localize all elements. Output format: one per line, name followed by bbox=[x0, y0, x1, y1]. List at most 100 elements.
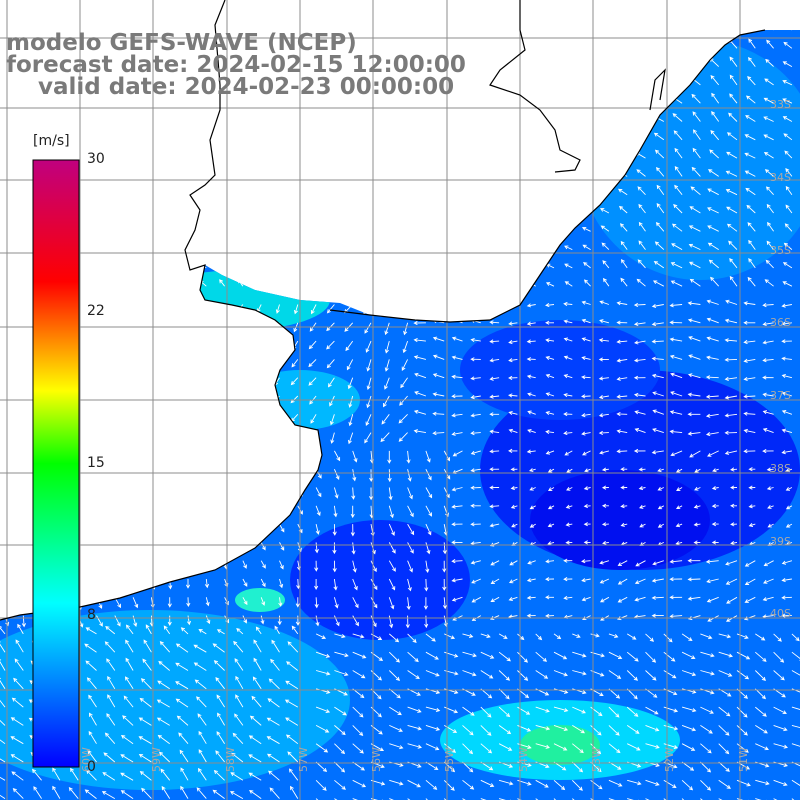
wind-arrow bbox=[432, 301, 445, 306]
wind-arrow bbox=[216, 172, 225, 177]
wind-arrow bbox=[399, 184, 408, 195]
wind-arrow bbox=[508, 410, 518, 416]
wind-arrow bbox=[103, 170, 115, 177]
wind-arrow bbox=[545, 450, 555, 455]
wind-arrow bbox=[724, 395, 738, 400]
wind-arrow bbox=[785, 185, 793, 195]
wind-arrow bbox=[718, 670, 733, 677]
wind-arrow bbox=[663, 724, 679, 731]
wind-arrow bbox=[784, 30, 793, 31]
wind-arrow bbox=[161, 785, 171, 799]
wind-arrow bbox=[17, 377, 24, 388]
wind-arrow bbox=[163, 167, 171, 177]
wind-arrow bbox=[527, 117, 536, 122]
wind-arrow bbox=[598, 413, 609, 418]
wind-arrow bbox=[291, 359, 299, 368]
wind-arrow bbox=[18, 359, 24, 371]
wind-arrow bbox=[645, 743, 660, 749]
wind-arrow bbox=[290, 377, 299, 386]
wind-arrow bbox=[183, 304, 189, 314]
wind-arrow bbox=[633, 358, 646, 363]
lat-label: 38S bbox=[770, 462, 791, 475]
wind-arrow bbox=[397, 149, 408, 159]
wind-arrow bbox=[413, 337, 426, 343]
wind-arrow bbox=[216, 226, 225, 232]
wind-arrow bbox=[120, 772, 134, 781]
wind-arrow bbox=[672, 113, 683, 122]
wind-arrow bbox=[139, 771, 152, 781]
wind-arrow bbox=[706, 578, 719, 584]
wind-arrow bbox=[252, 153, 262, 159]
wind-arrow bbox=[235, 675, 244, 690]
wind-arrow bbox=[442, 542, 447, 555]
wind-arrow bbox=[107, 257, 116, 269]
wind-arrow bbox=[295, 615, 300, 626]
wind-arrow bbox=[122, 134, 134, 141]
wind-arrow bbox=[451, 431, 463, 436]
wind-arrow bbox=[535, 633, 543, 641]
wind-arrow bbox=[718, 779, 731, 789]
lon-label: 55W bbox=[443, 747, 456, 772]
wind-arrow bbox=[726, 132, 738, 141]
wind-arrow bbox=[451, 336, 463, 342]
wind-arrow bbox=[526, 578, 536, 583]
wind-arrow bbox=[22, 505, 29, 517]
wind-arrow bbox=[218, 304, 225, 311]
wind-arrow bbox=[718, 633, 732, 639]
wind-arrow bbox=[498, 651, 511, 662]
wind-arrow bbox=[162, 413, 171, 422]
wind-arrow bbox=[106, 30, 116, 31]
wind-arrow bbox=[352, 798, 367, 800]
wind-arrow bbox=[490, 578, 500, 584]
wind-arrow bbox=[418, 148, 427, 159]
lat-label: 34S bbox=[770, 171, 791, 184]
wind-arrow bbox=[529, 169, 537, 177]
wind-arrow bbox=[167, 597, 172, 608]
wind-arrow bbox=[345, 340, 354, 352]
wind-arrow bbox=[508, 596, 518, 601]
wind-arrow bbox=[413, 303, 426, 308]
wind-arrow bbox=[462, 761, 474, 773]
wind-arrow bbox=[218, 114, 225, 122]
wind-arrow bbox=[132, 523, 138, 536]
wind-arrow bbox=[0, 304, 6, 315]
wind-arrow bbox=[260, 597, 266, 606]
wind-arrow bbox=[681, 688, 697, 694]
lon-label: 58W bbox=[224, 747, 237, 772]
wind-arrow bbox=[781, 373, 793, 379]
wind-arrow bbox=[755, 725, 768, 734]
wind-arrow bbox=[599, 578, 610, 584]
wind-arrow bbox=[602, 260, 610, 269]
wind-arrow bbox=[471, 208, 482, 214]
wind-arrow bbox=[270, 117, 280, 122]
wind-arrow bbox=[181, 187, 189, 196]
wind-arrow bbox=[707, 450, 719, 457]
wind-arrow bbox=[443, 779, 455, 791]
wind-arrow bbox=[433, 42, 445, 49]
wind-arrow bbox=[326, 359, 335, 369]
wind-arrow bbox=[122, 152, 134, 159]
wind-arrow bbox=[645, 651, 657, 663]
wind-arrow bbox=[112, 487, 117, 500]
wind-arrow bbox=[315, 505, 321, 517]
wind-arrow bbox=[200, 359, 207, 367]
wind-arrow bbox=[424, 578, 429, 592]
wind-arrow bbox=[32, 30, 42, 31]
wind-arrow bbox=[249, 789, 262, 799]
wind-arrow bbox=[0, 222, 6, 232]
wind-arrow bbox=[0, 77, 6, 86]
wind-arrow bbox=[462, 743, 474, 755]
wind-arrow bbox=[509, 560, 518, 566]
wind-arrow bbox=[0, 377, 6, 389]
wind-arrow bbox=[114, 542, 120, 555]
wind-arrow bbox=[175, 643, 189, 653]
wind-arrow bbox=[88, 340, 97, 352]
wind-arrow bbox=[120, 735, 134, 745]
wind-arrow bbox=[204, 524, 209, 534]
wind-arrow bbox=[581, 300, 591, 305]
wind-arrow bbox=[87, 130, 97, 141]
wind-arrow bbox=[634, 410, 646, 415]
wind-arrow bbox=[284, 699, 299, 708]
wind-arrow bbox=[645, 633, 654, 642]
wind-arrow bbox=[288, 768, 299, 781]
